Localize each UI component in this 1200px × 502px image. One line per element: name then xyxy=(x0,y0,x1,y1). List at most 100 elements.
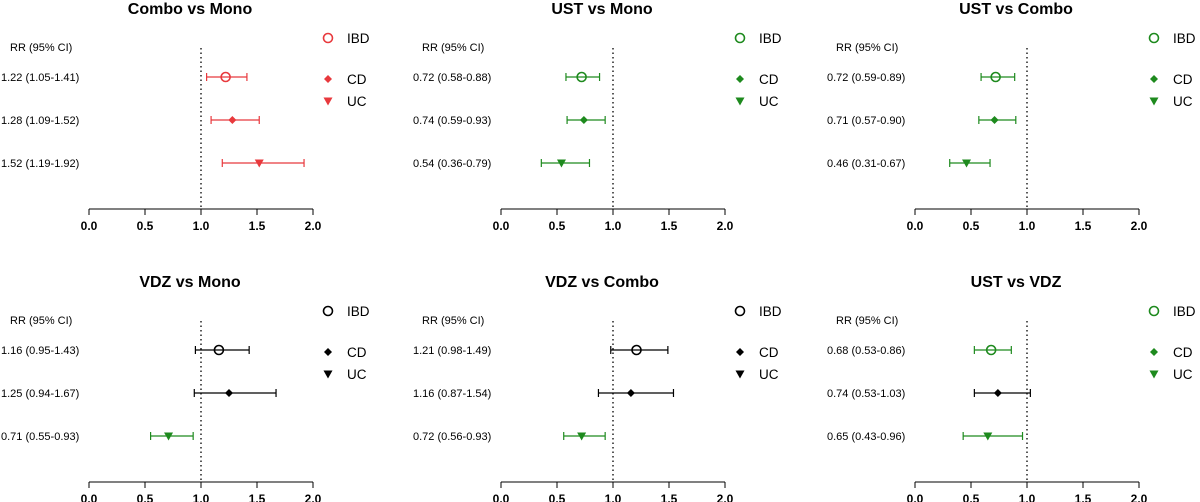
forest-panel: VDZ vs Combo RR (95% CI) 0.0 0.5 1.0 1.5 2.0 1.… xyxy=(413,274,782,502)
rr-ci-label: 0.54 (0.36-0.79) xyxy=(413,158,491,170)
rr-ci-label: 0.46 (0.31-0.67) xyxy=(827,158,905,170)
rr-ci-label: 0.72 (0.59-0.89) xyxy=(827,72,905,84)
legend: IBD CD UC xyxy=(1148,304,1196,382)
x-tick-label: 1.0 xyxy=(1019,219,1036,233)
x-tick-label: 0.5 xyxy=(137,492,154,502)
point-estimate-cd xyxy=(579,116,588,124)
x-tick-label: 2.0 xyxy=(305,219,322,233)
forest-panel: UST vs VDZ RR (95% CI) 0.0 0.5 1.0 1.5 2.0 0.68… xyxy=(827,274,1196,502)
panel-title: VDZ vs Mono xyxy=(139,274,241,291)
x-tick-label: 0.0 xyxy=(81,492,98,502)
legend-marker-cd xyxy=(736,348,744,356)
column-header: RR (95% CI) xyxy=(836,315,898,327)
legend-label: IBD xyxy=(1173,304,1196,319)
panel-title: UST vs Combo xyxy=(959,1,1073,18)
x-tick-label: 1.5 xyxy=(661,492,678,502)
legend: IBD CD UC xyxy=(322,304,370,382)
rr-ci-label: 1.16 (0.95-1.43) xyxy=(1,345,79,357)
forest-panel: UST vs Combo RR (95% CI) 0.0 0.5 1.0 1.5 2.0 0.… xyxy=(827,1,1196,233)
rr-ci-label: 0.72 (0.58-0.88) xyxy=(413,72,491,84)
x-tick-label: 2.0 xyxy=(717,219,734,233)
x-tick-label: 1.5 xyxy=(249,492,266,502)
column-header: RR (95% CI) xyxy=(10,315,72,327)
x-tick-label: 0.5 xyxy=(963,219,980,233)
legend-label: UC xyxy=(1173,94,1193,109)
x-tick-label: 0.5 xyxy=(549,492,566,502)
forest-panel: VDZ vs Mono RR (95% CI) 0.0 0.5 1.0 1.5 2.0 1.1… xyxy=(1,274,370,502)
point-estimate-ibd xyxy=(990,71,1001,83)
legend-label: UC xyxy=(347,94,367,109)
point-estimate-cd xyxy=(225,389,233,397)
x-tick-label: 1.5 xyxy=(661,219,678,233)
point-estimate-cd xyxy=(990,116,999,124)
point-estimate-cd xyxy=(626,389,635,397)
x-tick-label: 2.0 xyxy=(305,492,322,502)
point-estimate-ibd xyxy=(220,71,231,83)
forest-panel: Combo vs Mono RR (95% CI) 0.0 0.5 1.0 1.5 2.0 1… xyxy=(1,1,370,233)
rr-ci-label: 1.28 (1.09-1.52) xyxy=(1,115,79,127)
legend-marker-uc xyxy=(735,97,745,106)
legend-marker-ibd xyxy=(322,305,334,317)
point-estimate-ibd xyxy=(213,344,225,356)
rr-ci-label: 1.22 (1.05-1.41) xyxy=(1,72,79,84)
legend: IBD CD UC xyxy=(1148,31,1196,109)
legend-label: IBD xyxy=(1173,31,1196,46)
legend-label: IBD xyxy=(759,31,782,46)
rr-ci-label: 1.25 (0.94-1.67) xyxy=(1,388,79,400)
legend-marker-uc xyxy=(1149,97,1159,106)
x-tick-label: 0.5 xyxy=(963,492,980,502)
x-tick-label: 1.5 xyxy=(1075,492,1092,502)
rr-ci-label: 1.52 (1.19-1.92) xyxy=(1,158,79,170)
column-header: RR (95% CI) xyxy=(10,42,72,54)
legend-marker-uc xyxy=(1149,370,1159,379)
legend-label: CD xyxy=(347,345,367,360)
x-tick-label: 0.0 xyxy=(907,219,924,233)
panel-title: VDZ vs Combo xyxy=(545,274,659,291)
point-estimate-uc xyxy=(254,159,264,168)
legend-label: UC xyxy=(759,367,779,382)
legend-label: UC xyxy=(1173,367,1193,382)
rr-ci-label: 0.72 (0.56-0.93) xyxy=(413,431,491,443)
legend-label: CD xyxy=(1173,345,1193,360)
legend-label: IBD xyxy=(347,31,370,46)
legend-marker-ibd xyxy=(322,32,334,44)
rr-ci-label: 0.65 (0.43-0.96) xyxy=(827,431,905,443)
x-tick-label: 1.0 xyxy=(605,219,622,233)
point-estimate-uc xyxy=(556,159,566,168)
legend-label: CD xyxy=(759,345,779,360)
legend-label: IBD xyxy=(347,304,370,319)
legend-marker-ibd xyxy=(734,32,746,44)
x-tick-label: 1.5 xyxy=(249,219,266,233)
legend-label: CD xyxy=(347,72,367,87)
x-tick-label: 1.0 xyxy=(1019,492,1036,502)
legend-label: CD xyxy=(1173,72,1193,87)
rr-ci-label: 0.71 (0.57-0.90) xyxy=(827,115,905,127)
legend: IBD CD UC xyxy=(322,31,370,109)
point-estimate-ibd xyxy=(985,344,997,356)
x-tick-label: 1.0 xyxy=(605,492,622,502)
panel-title: UST vs Mono xyxy=(551,1,653,18)
rr-ci-label: 1.21 (0.98-1.49) xyxy=(413,345,491,357)
legend: IBD CD UC xyxy=(734,304,782,382)
legend-marker-ibd xyxy=(734,305,746,317)
legend-marker-cd xyxy=(1150,75,1158,83)
x-tick-label: 2.0 xyxy=(1131,492,1148,502)
legend-marker-uc xyxy=(323,370,333,379)
point-estimate-uc xyxy=(962,159,972,168)
x-tick-label: 0.5 xyxy=(137,219,154,233)
rr-ci-label: 0.74 (0.59-0.93) xyxy=(413,115,491,127)
x-tick-label: 0.0 xyxy=(907,492,924,502)
legend-marker-uc xyxy=(323,97,333,106)
column-header: RR (95% CI) xyxy=(422,42,484,54)
legend-label: IBD xyxy=(759,304,782,319)
rr-ci-label: 0.68 (0.53-0.86) xyxy=(827,345,905,357)
forest-panel: UST vs Mono RR (95% CI) 0.0 0.5 1.0 1.5 2.0 0.7… xyxy=(413,1,782,233)
x-tick-label: 1.5 xyxy=(1075,219,1092,233)
point-estimate-uc xyxy=(164,432,174,441)
panel-title: UST vs VDZ xyxy=(971,274,1062,291)
column-header: RR (95% CI) xyxy=(422,315,484,327)
x-tick-label: 0.0 xyxy=(493,492,510,502)
rr-ci-label: 1.16 (0.87-1.54) xyxy=(413,388,491,400)
legend-marker-cd xyxy=(736,75,744,83)
